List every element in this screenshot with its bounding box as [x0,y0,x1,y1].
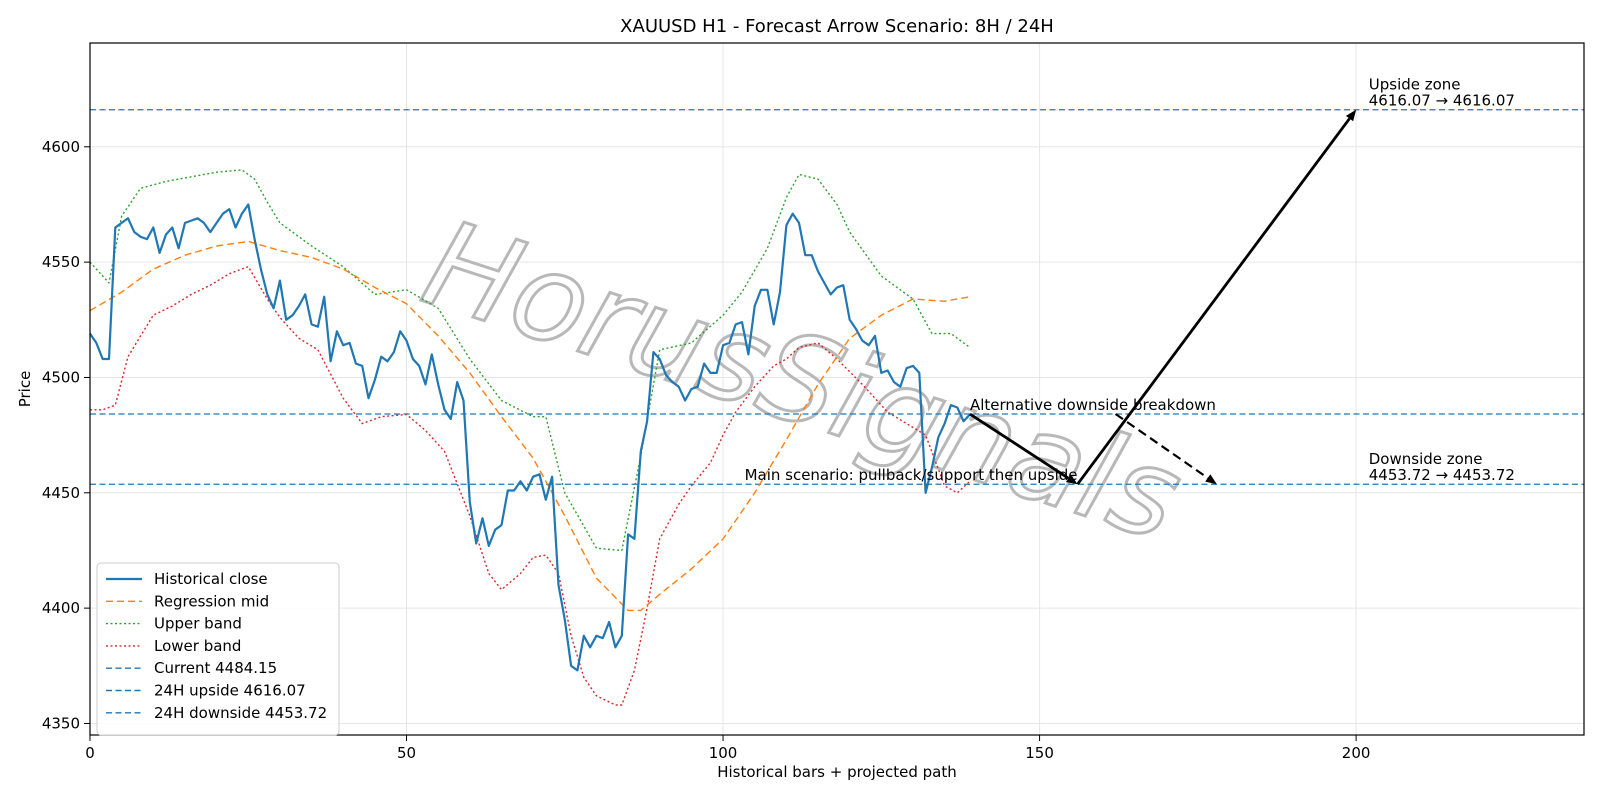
legend-label-1: Regression mid [154,592,269,610]
annotation-line: Main scenario: pullback/support then ups… [745,466,1078,484]
annotations: Upside zone 4616.07 → 4616.07 Downside zon… [745,76,1515,484]
forecast-arrows [969,109,1357,486]
legend-label-3: Lower band [154,637,241,655]
annotation-line: Downside zone [1369,450,1483,468]
annotation-alt-scenario: Alternative downside breakdown [970,396,1216,414]
forecast-arrowhead-1 [1345,109,1357,122]
series-lines [89,169,971,706]
x-tick-label: 0 [85,744,95,762]
x-tick-label: 150 [1025,744,1054,762]
y-tick-label: 4350 [42,714,80,732]
legend-box [96,562,340,736]
reference-lines [90,109,1584,485]
watermark-text: HorusSignals [409,194,1196,568]
legend-label-0: Historical close [154,570,268,588]
watermark: HorusSignals [407,193,1197,570]
legend-label-5: 24H upside 4616.07 [154,682,306,700]
series-line-1 [89,240,971,612]
forecast-arrow-2 [1114,413,1209,479]
forecast-arrowhead-0 [1065,474,1078,485]
x-axis-label: Historical bars + projected path [717,763,957,781]
forecast-arrow-1 [1076,117,1351,486]
axis-ticks: 0 50 100 150 200 4350 4400 4450 4500 4550 4600 [42,138,1371,762]
series-line-2 [89,169,971,552]
annotation-line: Upside zone [1369,76,1461,94]
annotation-downside-zone: Downside zone 4453.72 → 4453.72 [1369,450,1515,484]
series-line-3 [90,266,971,706]
y-tick-label: 4550 [42,253,80,271]
annotation-upside-zone: Upside zone 4616.07 → 4616.07 [1369,76,1515,110]
y-axis-label: Price [16,371,34,408]
x-tick-label: 50 [397,744,416,762]
legend-label-6: 24H downside 4453.72 [154,704,327,722]
y-tick-label: 4450 [42,484,80,502]
annotation-line: 4453.72 → 4453.72 [1369,466,1515,484]
chart-title: XAUUSD H1 - Forecast Arrow Scenario: 8H … [620,16,1054,37]
forecast-arrow-0 [969,412,1070,480]
legend: Historical close Regression mid Upper band… [96,562,340,736]
annotation-line: Alternative downside breakdown [970,396,1216,414]
legend-label-2: Upper band [154,615,242,633]
forecast-arrowhead-2 [1205,474,1217,485]
y-tick-label: 4600 [42,138,80,156]
annotation-main-scenario: Main scenario: pullback/support then ups… [745,466,1078,484]
legend-label-4: Current 4484.15 [154,659,277,677]
annotation-line: 4616.07 → 4616.07 [1369,92,1515,110]
plot-frame [89,42,1585,736]
series-line-0 [89,203,971,672]
x-tick-label: 100 [709,744,738,762]
y-tick-label: 4500 [42,368,80,386]
y-tick-label: 4400 [42,599,80,617]
x-tick-label: 200 [1342,744,1371,762]
